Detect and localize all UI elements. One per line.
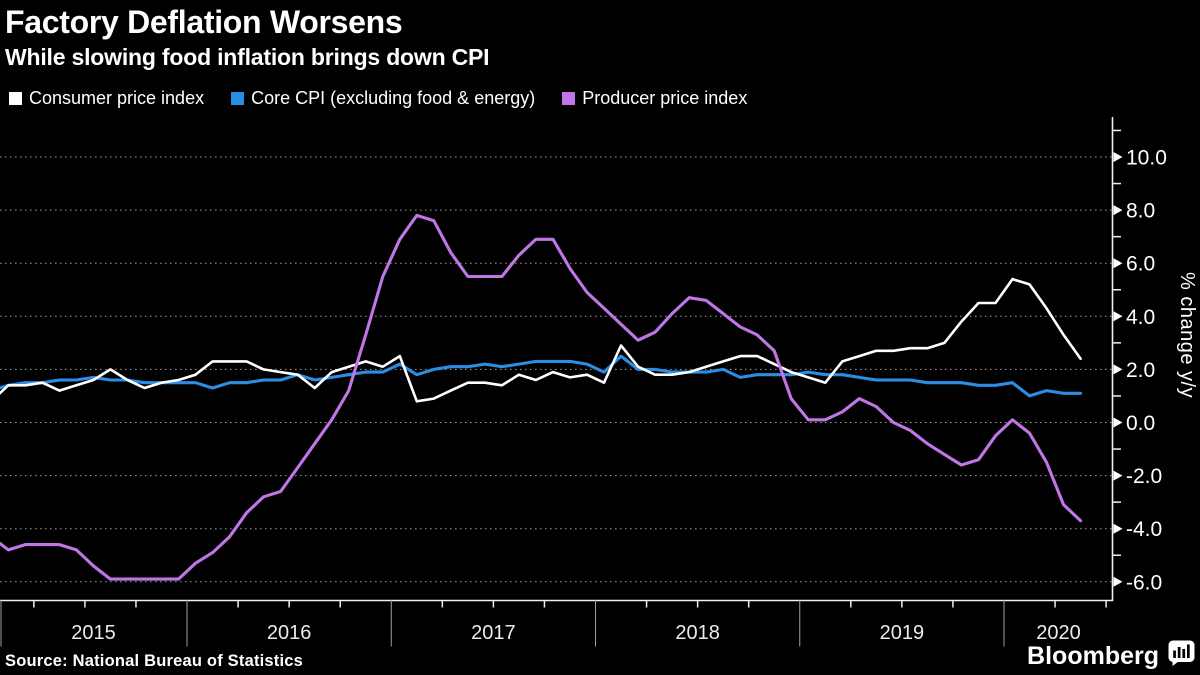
y-major-tick-arrow	[1113, 311, 1123, 322]
chart-subtitle: While slowing food inflation brings down…	[5, 44, 490, 70]
y-tick-label: 6.0	[1126, 253, 1155, 276]
legend-swatch	[231, 92, 245, 105]
legend-label: Producer price index	[582, 88, 748, 108]
x-year-label: 2020	[1036, 622, 1081, 644]
y-tick-label: -2.0	[1126, 465, 1162, 488]
series-group	[0, 213, 1083, 581]
bloomberg-logo: Bloomberg	[1027, 640, 1195, 673]
chart-legend: Consumer price index Core CPI (excluding …	[9, 88, 747, 109]
legend-swatch	[9, 92, 22, 105]
legend-label: Core CPI (excluding food & energy)	[251, 88, 536, 108]
y-tick-label: 4.0	[1126, 306, 1155, 329]
x-year-label: 2017	[471, 622, 516, 644]
bloomberg-chart-icon	[1168, 640, 1195, 673]
chart-title: Factory Deflation Worsens	[5, 4, 403, 40]
y-tick-label: 10.0	[1126, 147, 1167, 170]
y-major-tick-arrow	[1113, 152, 1123, 162]
x-year-label: 2019	[880, 622, 925, 644]
legend-swatch	[562, 92, 576, 105]
legend-item: Consumer price index	[9, 88, 204, 109]
y-axis-unit-label: % change y/y	[1176, 272, 1198, 399]
y-major-tick-arrow	[1113, 417, 1123, 428]
y-tick-label: 8.0	[1126, 200, 1155, 223]
y-major-tick-arrow	[1113, 364, 1123, 375]
x-year-label: 2015	[71, 622, 116, 644]
x-year-label: 2016	[267, 622, 312, 644]
y-major-tick-arrow	[1113, 258, 1123, 269]
legend-item: Core CPI (excluding food & energy)	[231, 88, 535, 109]
y-tick-label: 0.0	[1126, 412, 1155, 435]
bloomberg-wordmark: Bloomberg	[1027, 642, 1159, 670]
y-major-tick-arrow	[1113, 470, 1123, 481]
y-tick-label: -6.0	[1126, 571, 1162, 594]
legend-label: Consumer price index	[29, 88, 205, 108]
y-major-tick-arrow	[1113, 523, 1123, 534]
legend-item: Producer price index	[562, 88, 747, 109]
x-year-label: 2018	[675, 622, 720, 644]
y-tick-label: 2.0	[1126, 359, 1155, 382]
series-line-3	[0, 213, 1083, 581]
y-tick-label: -4.0	[1126, 518, 1162, 541]
y-major-tick-arrow	[1113, 576, 1123, 587]
source-text: Source: National Bureau of Statistics	[5, 652, 304, 670]
series-line-2	[0, 354, 1083, 398]
y-major-tick-arrow	[1113, 205, 1123, 216]
series-line-1	[0, 277, 1082, 403]
